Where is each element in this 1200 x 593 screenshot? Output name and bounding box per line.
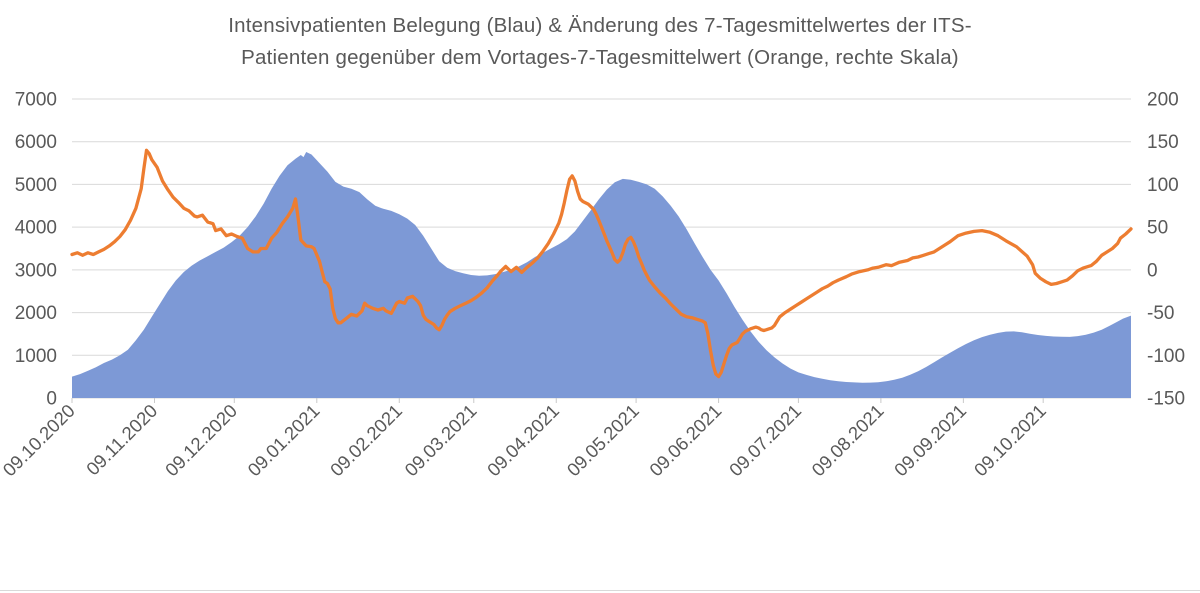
- left-axis-tick-label: 1000: [15, 346, 57, 367]
- x-axis-tick-label: 09.08.2021: [807, 400, 887, 480]
- right-axis-tick-label: 50: [1147, 218, 1168, 239]
- x-axis-tick-label: 09.03.2021: [400, 400, 480, 480]
- right-axis-tick-label: -50: [1147, 303, 1174, 324]
- x-axis-tick-label: 09.06.2021: [645, 400, 725, 480]
- x-axis-tick-label: 09.05.2021: [563, 400, 643, 480]
- left-axis-tick-label: 7000: [15, 90, 57, 111]
- x-axis-tick-label: 09.04.2021: [483, 400, 563, 480]
- x-axis-tick-label: 09.10.2020: [0, 400, 79, 480]
- right-axis-tick-label: 100: [1147, 175, 1179, 196]
- chart-title-line-2: Patienten gegenüber dem Vortages-7-Tages…: [241, 46, 959, 69]
- series-layer: [70, 148, 1133, 398]
- icu-occupancy-area-series: [72, 152, 1131, 398]
- left-axis-labels: 0 1000 2000 3000 4000 5000 6000 7000: [15, 90, 57, 410]
- x-axis-tick-label: 09.12.2020: [161, 400, 241, 480]
- right-axis-labels: -150 -100 -50 0 50 100 150 200: [1147, 90, 1185, 410]
- x-axis-tick-label: 09.10.2021: [970, 400, 1050, 480]
- left-axis-tick-label: 0: [46, 389, 57, 410]
- x-axis-tick-label: 09.07.2021: [725, 400, 805, 480]
- x-axis-tick-label: 09.09.2021: [890, 400, 970, 480]
- seven-day-mean-change-line-series: [70, 148, 1133, 379]
- x-axis-tick-label: 09.02.2021: [326, 400, 406, 480]
- chart-bottom-border: [0, 590, 1200, 591]
- x-axis-tick-label: 09.11.2020: [82, 400, 161, 479]
- left-axis-tick-label: 5000: [15, 175, 57, 196]
- left-axis-tick-label: 6000: [15, 132, 57, 153]
- x-axis-labels: 09.10.2020 09.11.2020 09.12.2020 09.01.2021…: [0, 400, 1050, 480]
- right-axis-tick-label: -150: [1147, 389, 1185, 410]
- x-axis-tick-label: 09.01.2021: [243, 400, 323, 480]
- right-axis-tick-label: 150: [1147, 132, 1179, 153]
- right-axis-tick-label: 0: [1147, 260, 1158, 281]
- left-axis-tick-label: 3000: [15, 260, 57, 281]
- right-axis-tick-label: 200: [1147, 90, 1179, 111]
- left-axis-tick-label: 2000: [15, 303, 57, 324]
- right-axis-tick-label: -100: [1147, 346, 1185, 367]
- chart-title-line-1: Intensivpatienten Belegung (Blau) & Ände…: [228, 14, 972, 37]
- chart-title: Intensivpatienten Belegung (Blau) & Ände…: [0, 10, 1200, 74]
- left-axis-tick-label: 4000: [15, 218, 57, 239]
